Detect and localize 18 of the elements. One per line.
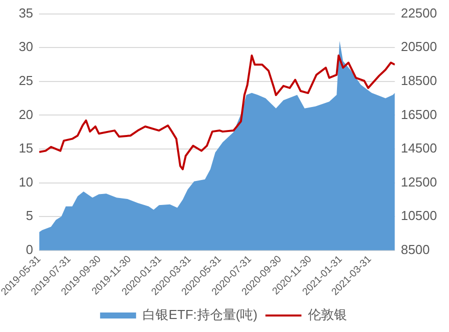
y-tick-label: 10 (18, 174, 34, 190)
y2-tick-label: 14500 (400, 140, 438, 156)
y2-tick-label: 8500 (400, 242, 430, 257)
y-tick-label: 30 (18, 39, 34, 54)
y-tick-label: 0 (26, 242, 34, 257)
y2-tick-label: 12500 (400, 174, 438, 190)
y-tick-label: 5 (26, 208, 34, 224)
y-tick-label: 25 (18, 72, 34, 88)
y2-tick-label: 22500 (400, 5, 438, 20)
legend-label: 白银ETF:持仓量(吨) (142, 307, 258, 322)
y2-tick-label: 20500 (400, 39, 438, 54)
y-tick-label: 35 (18, 5, 34, 20)
y2-tick-label: 18500 (400, 72, 438, 88)
legend-label: 伦敦银 (308, 307, 347, 322)
y-tick-label: 15 (18, 140, 34, 156)
y2-tick-label: 16500 (400, 106, 438, 122)
y2-tick-label: 10500 (400, 208, 438, 224)
y-tick-label: 20 (18, 106, 34, 122)
